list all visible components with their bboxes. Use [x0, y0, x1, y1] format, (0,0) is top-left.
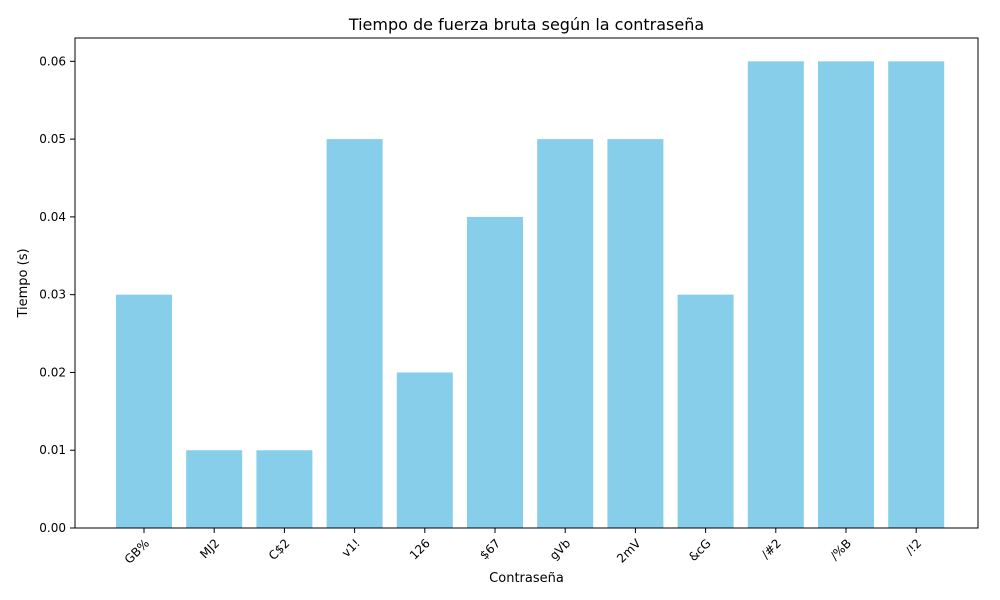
y-tick-label: 0.06 [39, 54, 66, 68]
y-tick-label: 0.00 [39, 521, 66, 535]
chart-title: Tiempo de fuerza bruta según la contrase… [348, 15, 704, 34]
bar [818, 61, 874, 528]
x-tick-label: $67 [477, 536, 503, 562]
x-axis-ticks: GB% MJ2 C$2 v1! 126 $67 gVb 2mV &cG /#2 /%B /!2 [122, 528, 925, 567]
bar [888, 61, 945, 528]
bar [186, 450, 243, 528]
x-tick-label: C$2 [266, 536, 293, 563]
y-tick-label: 0.01 [39, 443, 66, 457]
bar [326, 139, 383, 528]
x-tick-label: &cG [686, 536, 714, 564]
y-tick-label: 0.04 [39, 210, 66, 224]
x-tick-label: 2mV [614, 536, 644, 566]
x-tick-label: GB% [122, 536, 152, 566]
bar [256, 450, 313, 528]
x-tick-label: /#2 [759, 536, 784, 561]
x-tick-label: 126 [407, 536, 433, 562]
y-tick-label: 0.03 [39, 288, 66, 302]
bar [607, 139, 664, 528]
bar [677, 294, 734, 528]
bar [747, 61, 804, 528]
y-tick-label: 0.05 [39, 132, 66, 146]
y-axis-ticks: 0.00 0.01 0.02 0.03 0.04 0.05 0.06 [39, 54, 75, 535]
bars-layer [116, 61, 945, 528]
axes-frame [74, 37, 979, 529]
bar [537, 139, 594, 528]
bar [467, 216, 523, 528]
x-tick-label: /!2 [903, 536, 925, 558]
x-tick-label: /%B [827, 536, 854, 563]
y-tick-label: 0.02 [39, 365, 66, 379]
bar [116, 294, 172, 528]
y-axis-label: Tiempo (s) [16, 248, 31, 318]
x-tick-label: v1! [339, 536, 363, 560]
x-tick-label: MJ2 [197, 536, 222, 561]
x-axis-label: Contraseña [489, 571, 564, 586]
x-tick-label: gVb [547, 536, 573, 562]
bar [396, 372, 453, 528]
